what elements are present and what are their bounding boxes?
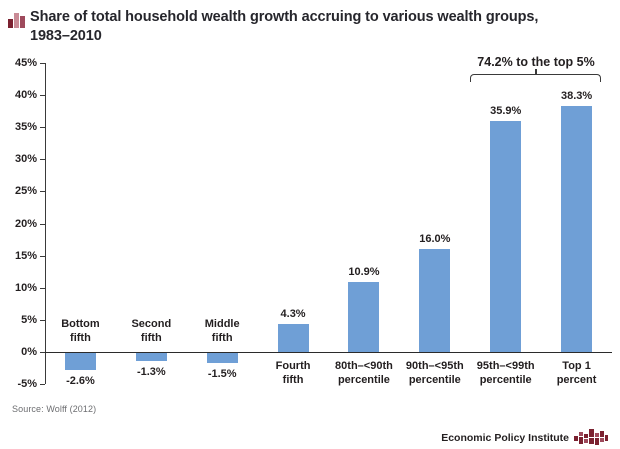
bar-category-label: Middle fifth	[180, 318, 264, 345]
y-axis-tick-label: 5%	[21, 313, 37, 326]
bar-category-label-line: percent	[556, 373, 597, 386]
y-axis-tick-mark	[40, 95, 45, 97]
bar-fourth-fifth	[277, 324, 309, 352]
bar-category-label-line: Fourth	[275, 360, 311, 372]
bar-value-label: 16.0%	[419, 233, 451, 246]
y-axis-tick-label: 15%	[14, 249, 37, 262]
bar-category-label: 90th–<95th percentile	[393, 360, 477, 387]
source-note: Source: Wolff (2012)	[12, 404, 97, 414]
top5-annotation-bracket	[470, 74, 601, 82]
bar-bottom-fifth	[64, 353, 96, 370]
chart-title-line1: Share of total household wealth growth a…	[30, 9, 539, 25]
bar-value-label: -1.5%	[207, 367, 237, 380]
epi-logo-icon	[574, 429, 608, 445]
bar-80th-90th-percentile	[348, 281, 380, 352]
zero-baseline	[45, 352, 612, 353]
epi-branding: Economic Policy Institute	[441, 427, 610, 449]
bar-top-1-percent	[561, 106, 593, 352]
bar-category-label-line: Second	[131, 318, 172, 330]
bar-category-label-line: Top 1	[562, 360, 591, 372]
y-axis-tick-mark	[40, 384, 45, 386]
y-axis-tick-mark	[40, 159, 45, 161]
bar-value-label: 4.3%	[280, 308, 306, 321]
y-axis-tick-label: 40%	[14, 89, 37, 102]
mini-bar-chart-icon	[8, 13, 25, 28]
y-axis-tick-mark	[40, 191, 45, 193]
bar-middle-fifth	[206, 353, 238, 363]
bar-category-label-line: percentile	[408, 373, 461, 386]
bar-category-label-line: fifth	[140, 331, 162, 344]
bar-category-label: Bottom fifth	[38, 318, 122, 345]
y-axis-tick-mark	[40, 319, 45, 321]
bar-value-label: 10.9%	[348, 265, 380, 278]
y-axis-tick-mark	[40, 223, 45, 225]
bar-category-label-line: 80th–<90th	[335, 360, 393, 372]
y-axis-tick-mark	[40, 352, 45, 353]
bar-category-label: 95th–<99th percentile	[464, 360, 548, 387]
bar-value-label: 38.3%	[560, 90, 593, 103]
y-axis-tick-label: 10%	[14, 281, 37, 294]
bar-category-label-line: percentile	[479, 373, 532, 386]
bar-90th-95th-percentile	[419, 249, 451, 352]
y-axis-tick-label: 35%	[14, 121, 37, 134]
chart-title-line2: 1983–2010	[30, 28, 102, 44]
bar-category-label-line: fifth	[282, 373, 304, 386]
bar-category-label-line: 90th–<95th	[405, 360, 464, 372]
bar-category-label-line: percentile	[337, 373, 390, 386]
bar-second-fifth	[135, 353, 167, 362]
y-axis-line	[45, 63, 46, 385]
bar-value-label: -2.6%	[66, 374, 95, 387]
bar-category-label: Second fifth	[109, 318, 193, 345]
bar-category-label-line: fifth	[211, 331, 233, 344]
bar-value-label: 35.9%	[490, 105, 522, 118]
y-axis-tick-label: 20%	[14, 217, 37, 230]
y-axis-tick-label: -5%	[17, 378, 37, 391]
bar-category-label-line: Middle	[204, 318, 240, 330]
y-axis-tick-mark	[40, 63, 45, 64]
y-axis-tick-label: 45%	[14, 57, 37, 69]
y-axis-tick-label: 30%	[14, 153, 37, 166]
y-axis-tick-label: 0%	[21, 346, 37, 358]
y-axis-tick-label: 25%	[14, 185, 37, 198]
bar-category-label-line: fifth	[70, 331, 91, 344]
chart-header: Share of total household wealth growth a…	[0, 8, 612, 46]
bar-value-label: -1.3%	[136, 366, 166, 379]
top5-annotation-label: 74.2% to the top 5%	[477, 55, 595, 69]
epi-brand-name: Economic Policy Institute	[441, 432, 569, 444]
bar-category-label: 80th–<90th percentile	[322, 360, 406, 387]
y-axis-tick-mark	[40, 127, 45, 129]
y-axis-tick-mark	[40, 255, 45, 257]
bar-category-label: Fourth fifth	[251, 360, 335, 387]
bar-category-label-line: Bottom	[61, 318, 100, 330]
y-axis-tick-mark	[40, 287, 45, 289]
top5-annotation-bracket-tick	[535, 69, 537, 74]
bar-category-label-line: 95th–<99th	[476, 360, 535, 372]
bar-95th-99th-percentile	[490, 121, 522, 352]
bar-category-label: Top 1 percent	[535, 360, 619, 387]
